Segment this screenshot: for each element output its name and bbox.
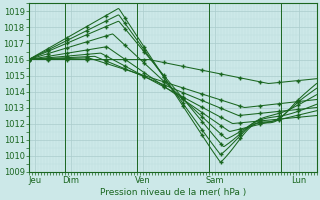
X-axis label: Pression niveau de la mer( hPa ): Pression niveau de la mer( hPa ) [100,188,246,197]
